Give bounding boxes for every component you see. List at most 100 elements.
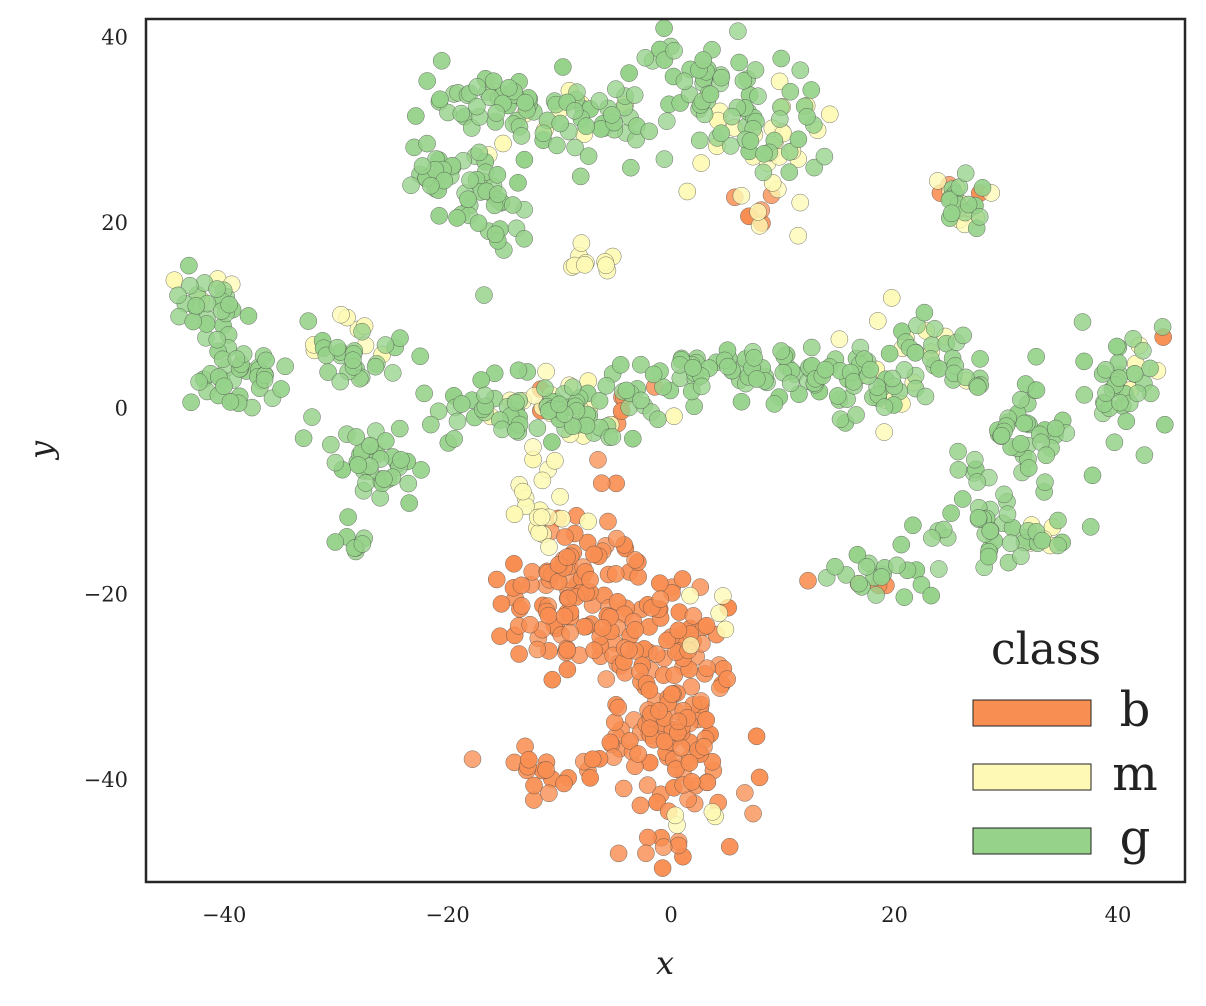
- point-g: [339, 508, 357, 526]
- point-g: [566, 102, 584, 120]
- point-m: [682, 636, 700, 654]
- point-g: [622, 158, 640, 177]
- point-g: [208, 280, 226, 298]
- point-g: [322, 436, 340, 454]
- point-b: [607, 565, 625, 583]
- legend-swatch-b: [972, 699, 1092, 727]
- point-g: [973, 179, 992, 197]
- point-g: [992, 427, 1011, 445]
- point-g: [847, 406, 865, 424]
- point-b: [747, 727, 766, 745]
- point-b: [597, 670, 615, 688]
- point-g: [1134, 342, 1152, 360]
- point-g: [1033, 531, 1052, 550]
- point-g: [448, 412, 467, 431]
- point-g: [536, 379, 554, 397]
- point-b: [651, 590, 670, 608]
- point-m: [546, 452, 564, 470]
- y-tick-label: −20: [84, 582, 128, 606]
- point-g: [407, 107, 425, 125]
- point-m: [830, 330, 849, 348]
- point-g: [1075, 352, 1093, 371]
- point-g: [1108, 337, 1126, 356]
- point-g: [411, 347, 429, 365]
- point-b: [488, 570, 506, 589]
- point-g: [712, 124, 730, 142]
- point-g: [590, 392, 609, 410]
- point-m: [732, 186, 751, 205]
- point-g: [391, 419, 409, 438]
- point-g: [754, 163, 773, 182]
- x-tick-label: 20: [881, 903, 908, 927]
- point-b: [492, 595, 511, 613]
- point-g: [935, 520, 953, 539]
- point-g: [272, 380, 290, 398]
- point-g: [626, 86, 644, 104]
- point-g: [1125, 365, 1144, 383]
- point-g: [655, 150, 674, 168]
- x-axis-label: x: [656, 944, 674, 982]
- point-g: [512, 127, 531, 145]
- point-b: [650, 702, 668, 720]
- point-m: [821, 105, 839, 124]
- point-g: [257, 351, 275, 370]
- point-g: [649, 410, 667, 428]
- point-b: [606, 713, 624, 731]
- point-m: [530, 524, 548, 542]
- point-g: [255, 371, 274, 389]
- point-g: [564, 378, 582, 396]
- point-m: [703, 803, 722, 821]
- point-g: [694, 51, 712, 69]
- point-g: [402, 176, 420, 195]
- point-g: [577, 117, 595, 135]
- point-g: [816, 360, 835, 379]
- point-g: [1015, 414, 1034, 433]
- point-g: [500, 79, 518, 97]
- point-b: [608, 529, 626, 548]
- point-g: [215, 377, 233, 395]
- legend-title: class: [991, 624, 1101, 675]
- point-g: [507, 421, 525, 440]
- point-g: [418, 72, 436, 90]
- point-g: [603, 106, 621, 124]
- y-tick-label: 40: [101, 26, 128, 50]
- point-g: [883, 369, 902, 388]
- series-g: [169, 19, 1174, 606]
- point-b: [589, 451, 607, 469]
- point-b: [654, 838, 673, 856]
- point-g: [534, 124, 553, 143]
- point-g: [468, 78, 486, 96]
- legend-label-m: m: [1112, 746, 1158, 802]
- point-g: [400, 494, 418, 512]
- point-g: [861, 360, 879, 379]
- point-b: [718, 670, 736, 688]
- point-g: [829, 387, 847, 405]
- point-g: [655, 19, 673, 37]
- point-g: [904, 516, 922, 534]
- point-b: [697, 711, 715, 729]
- point-b: [750, 768, 769, 787]
- point-b: [584, 750, 602, 768]
- point-g: [1046, 419, 1065, 438]
- point-g: [415, 384, 433, 403]
- y-tick-label: −40: [84, 768, 128, 792]
- point-g: [781, 143, 799, 161]
- point-g: [452, 104, 470, 123]
- point-g: [551, 114, 569, 133]
- point-b: [601, 733, 619, 752]
- point-g: [954, 326, 972, 345]
- point-g: [413, 157, 432, 175]
- point-g: [998, 505, 1017, 523]
- point-b: [692, 692, 710, 710]
- point-g: [461, 171, 479, 189]
- point-g: [187, 297, 205, 315]
- point-g: [803, 338, 821, 357]
- point-g: [772, 49, 790, 68]
- point-g: [636, 49, 654, 67]
- point-m: [681, 586, 699, 605]
- point-g: [867, 586, 885, 604]
- point-g: [691, 131, 709, 150]
- point-g: [375, 470, 393, 488]
- point-g: [590, 92, 609, 110]
- point-g: [712, 68, 731, 87]
